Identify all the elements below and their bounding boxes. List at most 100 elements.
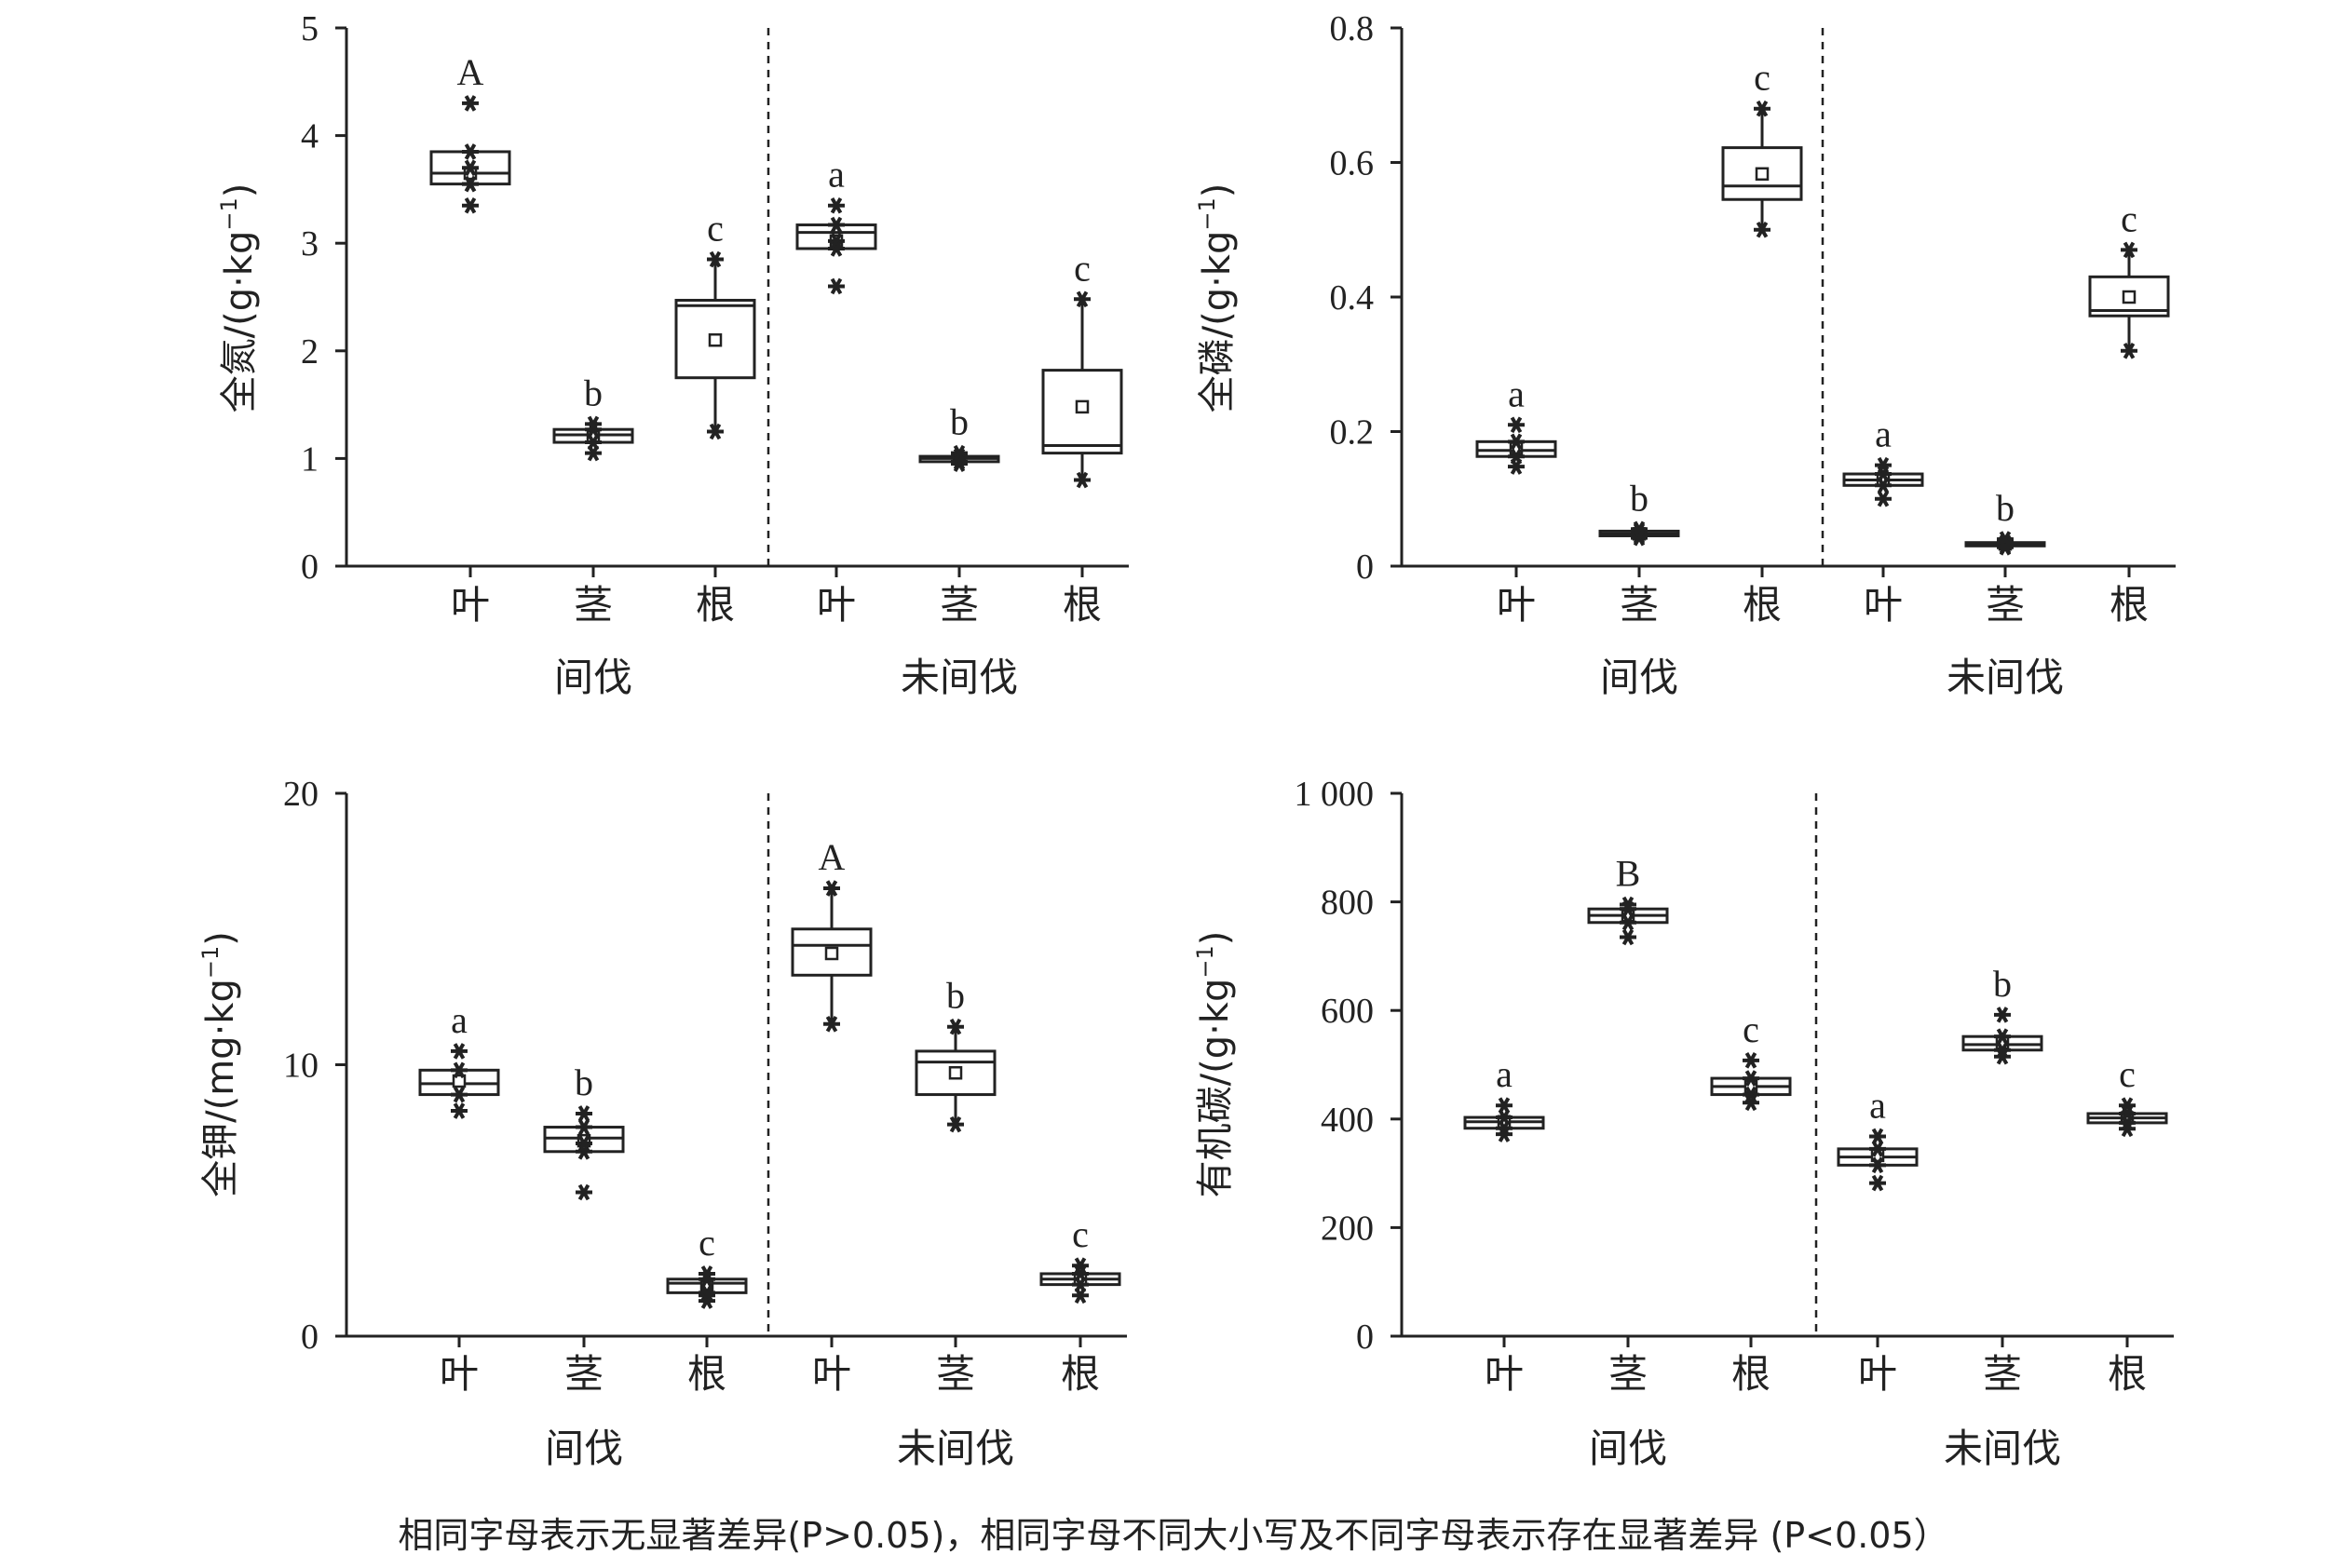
box-plot: c: [666, 1222, 748, 1309]
significance-letter: c: [1743, 1008, 1759, 1050]
whisker-max-marker-stroke: [1996, 1028, 2009, 1045]
outlier-marker: [576, 1135, 592, 1152]
outlier-marker-stroke: [1498, 1126, 1511, 1142]
y-axis-label-text: 全氮/(g·kg: [218, 231, 261, 413]
x-tick-label: 茎: [1986, 582, 2025, 628]
outlier-marker-stroke: [577, 1135, 590, 1152]
significance-letter: c: [707, 208, 724, 250]
outlier-marker-stroke: [1074, 1257, 1087, 1275]
whisker-min-marker-stroke: [453, 1086, 466, 1103]
outlier-marker: [1508, 416, 1525, 434]
x-tick-label: 根: [1061, 1351, 1100, 1397]
box-plot: A: [791, 836, 873, 1033]
x-tick-label: 叶: [812, 1351, 851, 1397]
mean-marker: [708, 332, 723, 347]
whisker-max-marker: [1994, 1028, 2011, 1045]
significance-letter: b: [575, 1061, 593, 1103]
y-tick-label: 200: [1321, 1209, 1374, 1248]
significance-letter: b: [1993, 963, 2012, 1005]
box-plot: a: [418, 999, 500, 1119]
whisker-min-marker: [1875, 477, 1892, 494]
outlier-marker-stroke: [453, 1102, 466, 1119]
panel-p: 0 0.2 0.4 0.6 0.8 叶 茎 根 叶 茎 根间伐 未间伐 全磷/(g·kg−1) a b c a b…: [1194, 9, 2176, 700]
whisker-max-marker-stroke: [1744, 1070, 1757, 1087]
significance-letter: c: [2119, 1053, 2136, 1095]
outlier-marker-stroke: [1877, 456, 1890, 474]
whisker-max-marker: [1508, 433, 1525, 451]
significance-letter: a: [1869, 1084, 1886, 1126]
whisker-min-marker: [2121, 343, 2137, 359]
y-tick-label: 0.6: [1330, 144, 1375, 183]
box-plot: a: [1475, 372, 1557, 475]
outlier-marker-stroke: [453, 1043, 466, 1060]
whisker-max-marker: [2121, 241, 2137, 259]
whisker-min-marker-stroke: [1756, 221, 1769, 238]
outlier-marker-stroke: [587, 444, 600, 462]
whisker-max-marker: [1754, 100, 1770, 117]
whisker-max-marker-stroke: [1756, 100, 1769, 117]
whisker-min-marker: [1620, 913, 1636, 931]
mean-marker: [824, 946, 839, 961]
outlier-marker: [828, 277, 845, 295]
significance-letter: a: [1875, 413, 1892, 455]
mean-marker: [948, 1065, 963, 1080]
outlier-marker-stroke: [464, 159, 477, 177]
x-tick-label: 茎: [574, 582, 613, 628]
box-plot: a: [1463, 1053, 1545, 1142]
outlier-marker-stroke: [587, 415, 600, 433]
y-axis-label-text: 全钾/(mg·kg: [199, 979, 242, 1197]
y-axis-label-superscript: −1: [216, 197, 242, 230]
outlier-marker: [1875, 490, 1892, 507]
x-tick-label: 茎: [940, 582, 979, 628]
group-label: 未间伐: [901, 655, 1018, 700]
outlier-marker-stroke: [1871, 1128, 1884, 1145]
y-tick-label: 0: [1356, 1318, 1374, 1357]
outlier-marker: [1496, 1097, 1513, 1115]
y-tick-label: 1: [301, 439, 319, 479]
y-tick-label: 600: [1321, 992, 1374, 1031]
whisker-max-marker-stroke: [1510, 433, 1523, 451]
whisker-max-marker-stroke: [2123, 241, 2136, 259]
box-plot: a: [1837, 1084, 1919, 1192]
y-tick-label: 0.4: [1330, 278, 1375, 318]
whisker-min-marker-stroke: [1076, 471, 1089, 489]
box-plot: b: [1598, 477, 1680, 547]
significance-letter: a: [828, 154, 845, 196]
x-tick-label: 叶: [1858, 1351, 1897, 1397]
outlier-marker: [1869, 1128, 1886, 1145]
significance-letter: A: [457, 51, 484, 93]
y-tick-label: 3: [301, 224, 319, 264]
outlier-marker-stroke: [1510, 458, 1523, 475]
whisker-max-marker-stroke: [709, 250, 722, 268]
y-axis-label-superscript: −1: [197, 946, 224, 979]
outlier-marker-stroke: [1871, 1174, 1884, 1192]
outlier-marker: [462, 95, 479, 112]
y-axis-label-end: ): [1194, 931, 1237, 946]
significance-letter: b: [1630, 477, 1648, 519]
x-tick-label: 茎: [1608, 1351, 1648, 1397]
y-axis-label: 全氮/(g·kg−1): [216, 183, 261, 413]
whisker-min-marker: [1869, 1156, 1886, 1174]
outlier-marker-stroke: [464, 196, 477, 214]
outlier-marker-stroke: [464, 95, 477, 112]
box-plot: A: [429, 51, 511, 214]
outlier-marker-stroke: [700, 1287, 713, 1304]
box-plot: c: [1721, 57, 1803, 238]
x-tick-label: 叶: [1864, 582, 1903, 628]
footnote: 相同字母表示无显著差异(P>0.05)，相同字母不同大小写及不同字母表示存在显著…: [398, 1515, 1949, 1556]
outlier-marker: [1997, 538, 2014, 556]
outlier-marker: [576, 1105, 592, 1122]
mean-marker: [1755, 167, 1770, 182]
group-label: 间伐: [1600, 655, 1678, 700]
significance-letter: A: [819, 836, 846, 878]
outlier-marker-stroke: [1996, 1048, 2009, 1065]
whisker-min-marker: [1754, 221, 1770, 238]
y-axis-label-end: ): [1196, 183, 1239, 198]
whisker-max-marker-stroke: [453, 1061, 466, 1079]
outlier-marker: [1875, 456, 1892, 474]
y-tick-label: 400: [1321, 1101, 1374, 1140]
x-tick-label: 根: [2108, 1351, 2147, 1397]
x-tick-label: 茎: [936, 1351, 975, 1397]
outlier-marker: [462, 196, 479, 214]
